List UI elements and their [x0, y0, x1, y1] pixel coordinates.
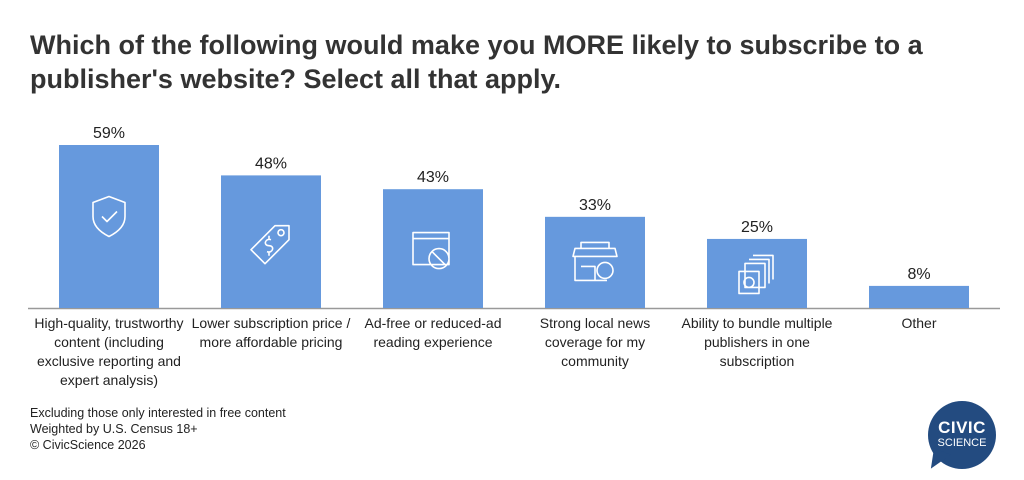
chart-title: Which of the following would make you MO… — [30, 30, 923, 94]
data-label: 59% — [93, 125, 125, 142]
ad-block-icon — [412, 231, 450, 270]
category-label: Lower subscription price / more affordab… — [191, 315, 351, 350]
bar — [383, 189, 483, 308]
bar — [221, 175, 321, 308]
shield-check-icon — [92, 195, 126, 238]
price-tag-icon — [250, 224, 290, 265]
data-label: 48% — [255, 155, 287, 172]
category-label: Other — [901, 315, 937, 331]
data-label: 33% — [579, 197, 611, 214]
bar — [869, 285, 969, 308]
category-label: Ad-free or reduced-ad reading experience — [364, 315, 502, 350]
category-label: Ability to bundle multiple publishers in… — [681, 315, 833, 369]
category-label: High-quality, trustworthy content (inclu… — [34, 315, 184, 388]
bar — [545, 216, 645, 308]
data-label: 8% — [907, 266, 930, 283]
logo-text: SCIENCE — [937, 437, 987, 449]
footnote: Excluding those only interested in free … — [30, 406, 286, 420]
data-label: 43% — [417, 169, 449, 186]
bar — [59, 145, 159, 308]
logo-text: CIVIC — [938, 418, 986, 437]
data-label: 25% — [741, 219, 773, 236]
category-label: Strong local news coverage for my commun… — [539, 315, 651, 369]
storefront-icon — [572, 241, 618, 282]
money-stack-icon — [738, 254, 774, 295]
bar — [707, 238, 807, 308]
civicscience-logo: CIVIC SCIENCE — [927, 401, 996, 474]
footnote: Weighted by U.S. Census 18+ — [30, 422, 198, 436]
footnote: © CivicScience 2026 — [30, 438, 146, 452]
